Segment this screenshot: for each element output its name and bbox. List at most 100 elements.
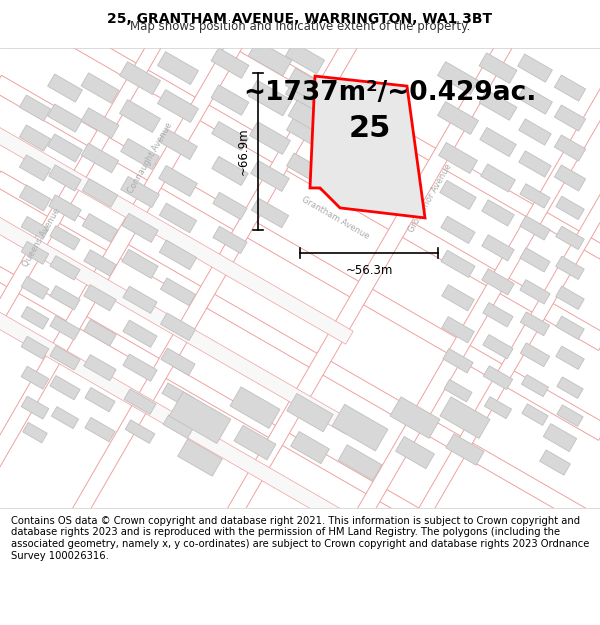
Text: 25: 25 — [349, 114, 391, 142]
Polygon shape — [49, 165, 81, 191]
Polygon shape — [21, 396, 49, 419]
Polygon shape — [234, 426, 276, 460]
Polygon shape — [0, 15, 176, 541]
Polygon shape — [251, 161, 289, 191]
Polygon shape — [211, 85, 249, 115]
Polygon shape — [288, 100, 332, 136]
Polygon shape — [169, 392, 231, 444]
Polygon shape — [121, 139, 160, 169]
Polygon shape — [539, 450, 571, 475]
Polygon shape — [213, 14, 527, 541]
Text: ~56.3m: ~56.3m — [346, 264, 392, 278]
Polygon shape — [212, 156, 248, 186]
Polygon shape — [446, 434, 484, 465]
Polygon shape — [21, 336, 49, 359]
Polygon shape — [556, 346, 584, 369]
Polygon shape — [47, 104, 82, 132]
Polygon shape — [287, 117, 323, 147]
Polygon shape — [50, 286, 80, 310]
Polygon shape — [0, 171, 600, 534]
Polygon shape — [286, 68, 334, 108]
Polygon shape — [119, 99, 160, 132]
Polygon shape — [84, 354, 116, 381]
Polygon shape — [520, 216, 550, 240]
Polygon shape — [343, 14, 600, 541]
Polygon shape — [50, 376, 80, 400]
Polygon shape — [21, 306, 49, 329]
Polygon shape — [439, 142, 478, 174]
Polygon shape — [441, 216, 475, 244]
Polygon shape — [50, 316, 80, 340]
Polygon shape — [21, 216, 49, 239]
Polygon shape — [556, 286, 584, 309]
Polygon shape — [161, 348, 195, 375]
Polygon shape — [557, 377, 583, 398]
Polygon shape — [310, 76, 425, 218]
Text: Queens Avenue: Queens Avenue — [22, 207, 62, 269]
Polygon shape — [21, 241, 49, 264]
Polygon shape — [81, 107, 119, 138]
Polygon shape — [84, 284, 116, 311]
Polygon shape — [481, 164, 515, 192]
Polygon shape — [437, 62, 478, 94]
Polygon shape — [554, 105, 586, 131]
Polygon shape — [50, 346, 80, 370]
Polygon shape — [0, 14, 257, 541]
Polygon shape — [84, 319, 116, 346]
Polygon shape — [47, 74, 82, 102]
Polygon shape — [0, 0, 600, 259]
Polygon shape — [0, 0, 353, 344]
Polygon shape — [556, 226, 584, 249]
Polygon shape — [287, 394, 333, 432]
Polygon shape — [520, 312, 550, 336]
Polygon shape — [0, 267, 600, 625]
Polygon shape — [122, 249, 158, 278]
Polygon shape — [123, 354, 157, 381]
Text: Map shows position and indicative extent of the property.: Map shows position and indicative extent… — [130, 20, 470, 32]
Text: Contains OS data © Crown copyright and database right 2021. This information is : Contains OS data © Crown copyright and d… — [11, 516, 589, 561]
Polygon shape — [212, 121, 248, 151]
Polygon shape — [444, 379, 472, 402]
Polygon shape — [445, 408, 472, 429]
Polygon shape — [19, 95, 50, 121]
Text: ~66.9m: ~66.9m — [236, 127, 250, 175]
Polygon shape — [19, 125, 50, 151]
Polygon shape — [47, 134, 82, 162]
Polygon shape — [251, 198, 289, 228]
Polygon shape — [286, 80, 325, 112]
Polygon shape — [125, 420, 155, 443]
Polygon shape — [479, 90, 517, 120]
Polygon shape — [19, 185, 50, 211]
Polygon shape — [211, 48, 249, 78]
Polygon shape — [554, 135, 586, 161]
Text: Grosvenor Avenue: Grosvenor Avenue — [407, 162, 454, 234]
Polygon shape — [248, 80, 292, 116]
Polygon shape — [442, 317, 474, 343]
Polygon shape — [557, 405, 583, 426]
Polygon shape — [0, 176, 353, 529]
Polygon shape — [543, 424, 577, 452]
Polygon shape — [82, 179, 118, 208]
Polygon shape — [158, 129, 197, 159]
Polygon shape — [158, 166, 197, 196]
Polygon shape — [248, 41, 292, 76]
Polygon shape — [23, 422, 47, 443]
Polygon shape — [521, 374, 548, 397]
Polygon shape — [287, 153, 323, 183]
Polygon shape — [483, 302, 513, 327]
Polygon shape — [520, 342, 550, 367]
Polygon shape — [332, 404, 388, 451]
Text: 25, GRANTHAM AVENUE, WARRINGTON, WA1 3BT: 25, GRANTHAM AVENUE, WARRINGTON, WA1 3BT — [107, 12, 493, 26]
Text: ~1737m²/~0.429ac.: ~1737m²/~0.429ac. — [244, 80, 536, 106]
Polygon shape — [119, 62, 160, 94]
Polygon shape — [520, 279, 550, 304]
Polygon shape — [404, 15, 600, 541]
Polygon shape — [213, 192, 247, 219]
Polygon shape — [49, 195, 81, 221]
Polygon shape — [230, 387, 280, 428]
Polygon shape — [162, 383, 194, 408]
Polygon shape — [84, 250, 116, 276]
Polygon shape — [556, 316, 584, 339]
Polygon shape — [122, 213, 158, 243]
Polygon shape — [121, 176, 160, 208]
